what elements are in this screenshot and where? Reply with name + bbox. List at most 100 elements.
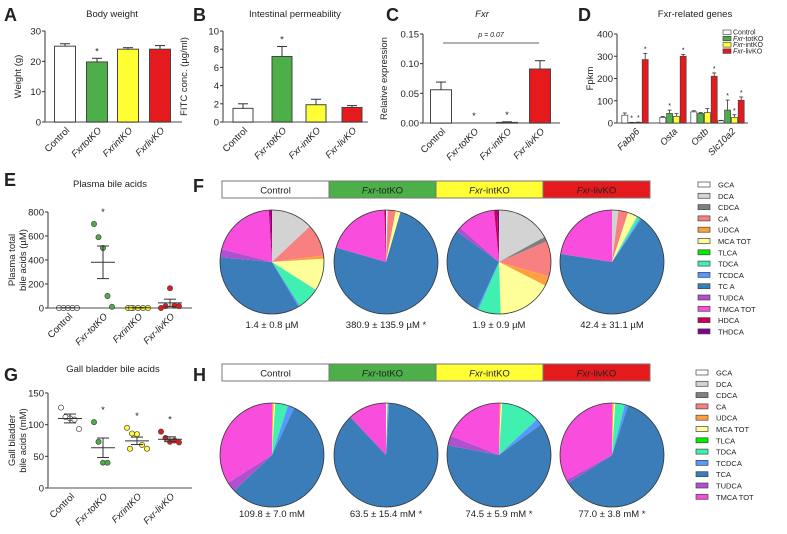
data-point	[162, 435, 169, 441]
significance-star: *	[740, 90, 743, 97]
legend-swatch	[722, 35, 732, 42]
data-point	[109, 303, 115, 310]
group-header-text: -livKO	[590, 369, 616, 380]
significance-star: *	[280, 34, 284, 45]
pie-slice	[499, 403, 503, 455]
pie-slice	[272, 262, 300, 307]
x-category-label: Fxr-totKO	[252, 125, 289, 162]
x-category-label: Fxr-totKO	[444, 126, 481, 163]
data-point	[176, 303, 182, 310]
panel-letter-e: E	[4, 170, 16, 190]
pie-slice	[560, 403, 612, 481]
y-tick-label: 400	[597, 30, 613, 41]
bar	[666, 113, 673, 124]
bar	[717, 120, 725, 124]
pie-slice	[272, 403, 274, 455]
panel-letter-g: G	[4, 365, 18, 385]
legend-label: THDCA	[718, 327, 744, 336]
legend-label: TUDCA	[716, 482, 742, 491]
y-tick-label: 30	[30, 27, 41, 38]
pie-slice	[220, 249, 272, 262]
group-header-italic: Fxr	[469, 186, 484, 197]
x-category-label: Fxr-intKO	[287, 125, 324, 162]
pie-slice	[447, 435, 499, 455]
pie-slice	[499, 236, 547, 262]
data-point	[95, 234, 102, 241]
legend-label: TMCA TOT	[716, 493, 754, 502]
significance-star: *	[733, 108, 736, 115]
panel-c-chart: 0.00 0.05 0.10 0.15 Fxr Relative expression Co…	[379, 9, 560, 163]
x-category-label: FxrintKO	[110, 491, 145, 526]
y-tick-label: 0	[36, 118, 41, 129]
pie-outline	[446, 209, 552, 315]
data-point	[104, 459, 111, 466]
pie-slice	[272, 258, 324, 290]
bar	[54, 45, 76, 123]
pie-total-label: 1.9 ± 0.9 µM	[473, 320, 526, 331]
group-header-text: Control	[260, 186, 291, 197]
legend-label: TC A	[718, 282, 735, 291]
pie-slice	[568, 405, 665, 507]
y-tick-label: 0.15	[401, 30, 420, 41]
legend-label: CA	[716, 402, 726, 411]
pie-slice	[220, 257, 299, 314]
data-point	[176, 439, 182, 446]
y-tick-label: 200	[597, 74, 613, 85]
data-point	[95, 438, 102, 445]
pie-total-label: 63.5 ± 15.4 mM *	[350, 509, 423, 520]
legend-label: CDCA	[718, 203, 739, 212]
bar	[690, 111, 698, 124]
group-header-italic: Fxr	[362, 369, 377, 380]
y-tick-label: 200	[28, 280, 44, 291]
pie-slice	[336, 210, 386, 262]
group-header-label: Fxr-livKO	[577, 186, 617, 197]
legend-label: GCA	[718, 181, 734, 190]
x-category-label: Slc10a2	[706, 126, 739, 159]
legend-label: UDCA	[716, 414, 737, 423]
pie-slice	[386, 210, 401, 262]
x-category-label: Control	[221, 125, 250, 154]
x-category-label: Fxr-livKO	[511, 126, 547, 162]
pie-slice	[612, 403, 616, 455]
pie-slice	[270, 210, 272, 262]
legend-label: DCA	[718, 192, 734, 201]
panel-e-chart: 0 200 400 600 800 Plasma bile acids Plasma tot…	[7, 179, 192, 348]
legend-label: Control	[733, 30, 756, 37]
panel-letter-d: D	[578, 5, 591, 25]
group-header-label: Fxr-intKO	[469, 186, 510, 197]
y-axis-label: bile acids (mM)	[18, 408, 29, 472]
bar	[117, 48, 139, 123]
y-tick-label: 0.10	[401, 59, 420, 70]
legend-swatch	[695, 482, 709, 489]
legend-label: Fxr-intKO	[733, 42, 764, 49]
significance-star: *	[95, 46, 99, 57]
panel-d-chart: 0 100 200 300 400 Fxr-related genes Fpkm Fabp6 O…	[585, 9, 764, 158]
pie-total-label: 77.0 ± 3.8 mM *	[579, 509, 646, 520]
legend-label: MCA TOT	[716, 425, 749, 434]
legend-label-italic: Fxr	[733, 42, 744, 49]
pie-total-label: 74.5 ± 5.9 mM *	[466, 509, 533, 520]
pie-total-label: 380.9 ± 135.9 µM *	[346, 320, 427, 331]
bar	[529, 68, 551, 124]
pie-outline	[219, 209, 325, 315]
legend-swatch	[697, 215, 711, 222]
x-category-label: Fxr-livKO	[141, 311, 177, 347]
legend-label: HDCA	[718, 316, 739, 325]
legend-label: TLCA	[716, 436, 735, 445]
legend-label: TUDCA	[718, 294, 744, 303]
pie-slice	[612, 404, 629, 455]
bar	[271, 55, 293, 123]
legend-swatch	[722, 48, 732, 54]
pie-slice	[612, 218, 642, 262]
x-category-label: FxrintKO	[101, 125, 136, 160]
pie-slice	[272, 262, 316, 306]
legend-swatch	[695, 380, 709, 387]
legend-label: TLCA	[718, 248, 737, 257]
data-point	[158, 428, 164, 435]
data-point	[104, 293, 111, 299]
data-point	[144, 445, 150, 452]
data-point	[91, 221, 97, 227]
legend-swatch	[695, 369, 709, 376]
y-tick-label: 4	[214, 81, 219, 92]
group-header-label: Control	[260, 186, 291, 197]
